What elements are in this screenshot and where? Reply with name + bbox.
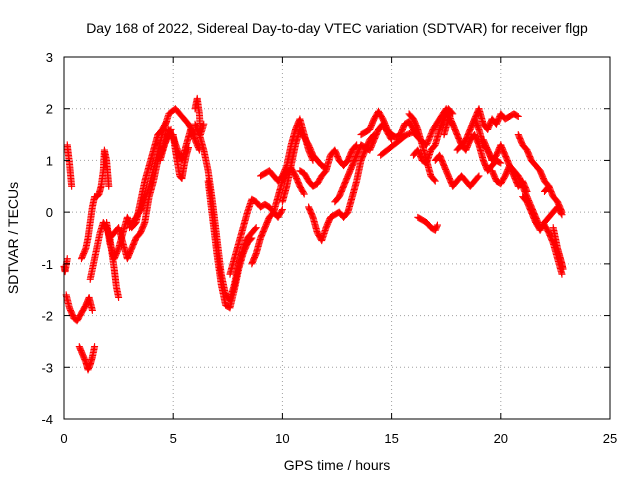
- data-point-tr13: [251, 225, 259, 233]
- x-tick-label: 20: [494, 431, 508, 446]
- data-point-tr24: [430, 176, 438, 184]
- data-point-tr01: [68, 182, 76, 190]
- plot-frame: [63, 56, 611, 420]
- x-tick-label: 10: [275, 431, 289, 446]
- data-point-tr29: [497, 159, 505, 167]
- x-tick-label: 15: [384, 431, 398, 446]
- data-point-tr03: [91, 343, 99, 351]
- data-point-tr11: [184, 144, 192, 151]
- y-tick-label: 0: [46, 205, 53, 220]
- data-point-tr24: [431, 177, 439, 185]
- data-point-tr12: [200, 120, 208, 128]
- data-point-tr15: [278, 206, 286, 214]
- data-point-tr05: [105, 182, 113, 190]
- data-point-tr13: [252, 224, 260, 232]
- data-point-tr16: [300, 190, 308, 198]
- y-axis-label: SDTVAR / TECUs: [5, 182, 21, 294]
- data-point-tr30: [514, 112, 522, 120]
- data-points: [60, 94, 567, 374]
- y-tick-label: -4: [41, 412, 53, 427]
- y-tick-label: 1: [46, 153, 53, 168]
- data-point-tr37: [559, 265, 567, 273]
- y-tick-label: -2: [41, 309, 53, 324]
- grid-lines: [64, 57, 610, 419]
- x-tick-label: 25: [603, 431, 617, 446]
- data-point-tr25: [449, 110, 457, 118]
- x-axis-label: GPS time / hours: [284, 457, 391, 473]
- data-point-tr02: [88, 306, 96, 314]
- chart-title: Day 168 of 2022, Sidereal Day-to-day VTE…: [86, 20, 588, 36]
- data-point-tr27: [474, 173, 482, 181]
- data-point-tr15: [278, 207, 286, 215]
- data-point-tr27: [475, 172, 483, 180]
- axis-ticks: [63, 56, 611, 420]
- data-point-tr04: [63, 255, 71, 263]
- y-tick-label: 2: [46, 102, 53, 117]
- data-point-tr35: [558, 270, 566, 278]
- data-point-tr06: [115, 293, 123, 301]
- data-point-tr14: [248, 234, 256, 242]
- data-point-tr16: [300, 189, 308, 197]
- tick-labels: 0 5 10 15 20 25 -4 -3 -2 -1 0 1 2 3: [41, 50, 617, 446]
- data-point-tr14: [247, 235, 255, 243]
- y-tick-label: -3: [41, 360, 53, 375]
- y-tick-label: -1: [41, 257, 53, 272]
- data-point-tr29: [496, 158, 504, 166]
- data-point-tr26: [433, 221, 441, 229]
- data-point-tr36: [558, 208, 566, 216]
- x-tick-label: 0: [60, 431, 67, 446]
- data-point-tr25: [448, 109, 456, 117]
- y-tick-label: 3: [46, 50, 53, 65]
- data-point-tr30: [513, 112, 521, 120]
- x-tick-label: 5: [170, 431, 177, 446]
